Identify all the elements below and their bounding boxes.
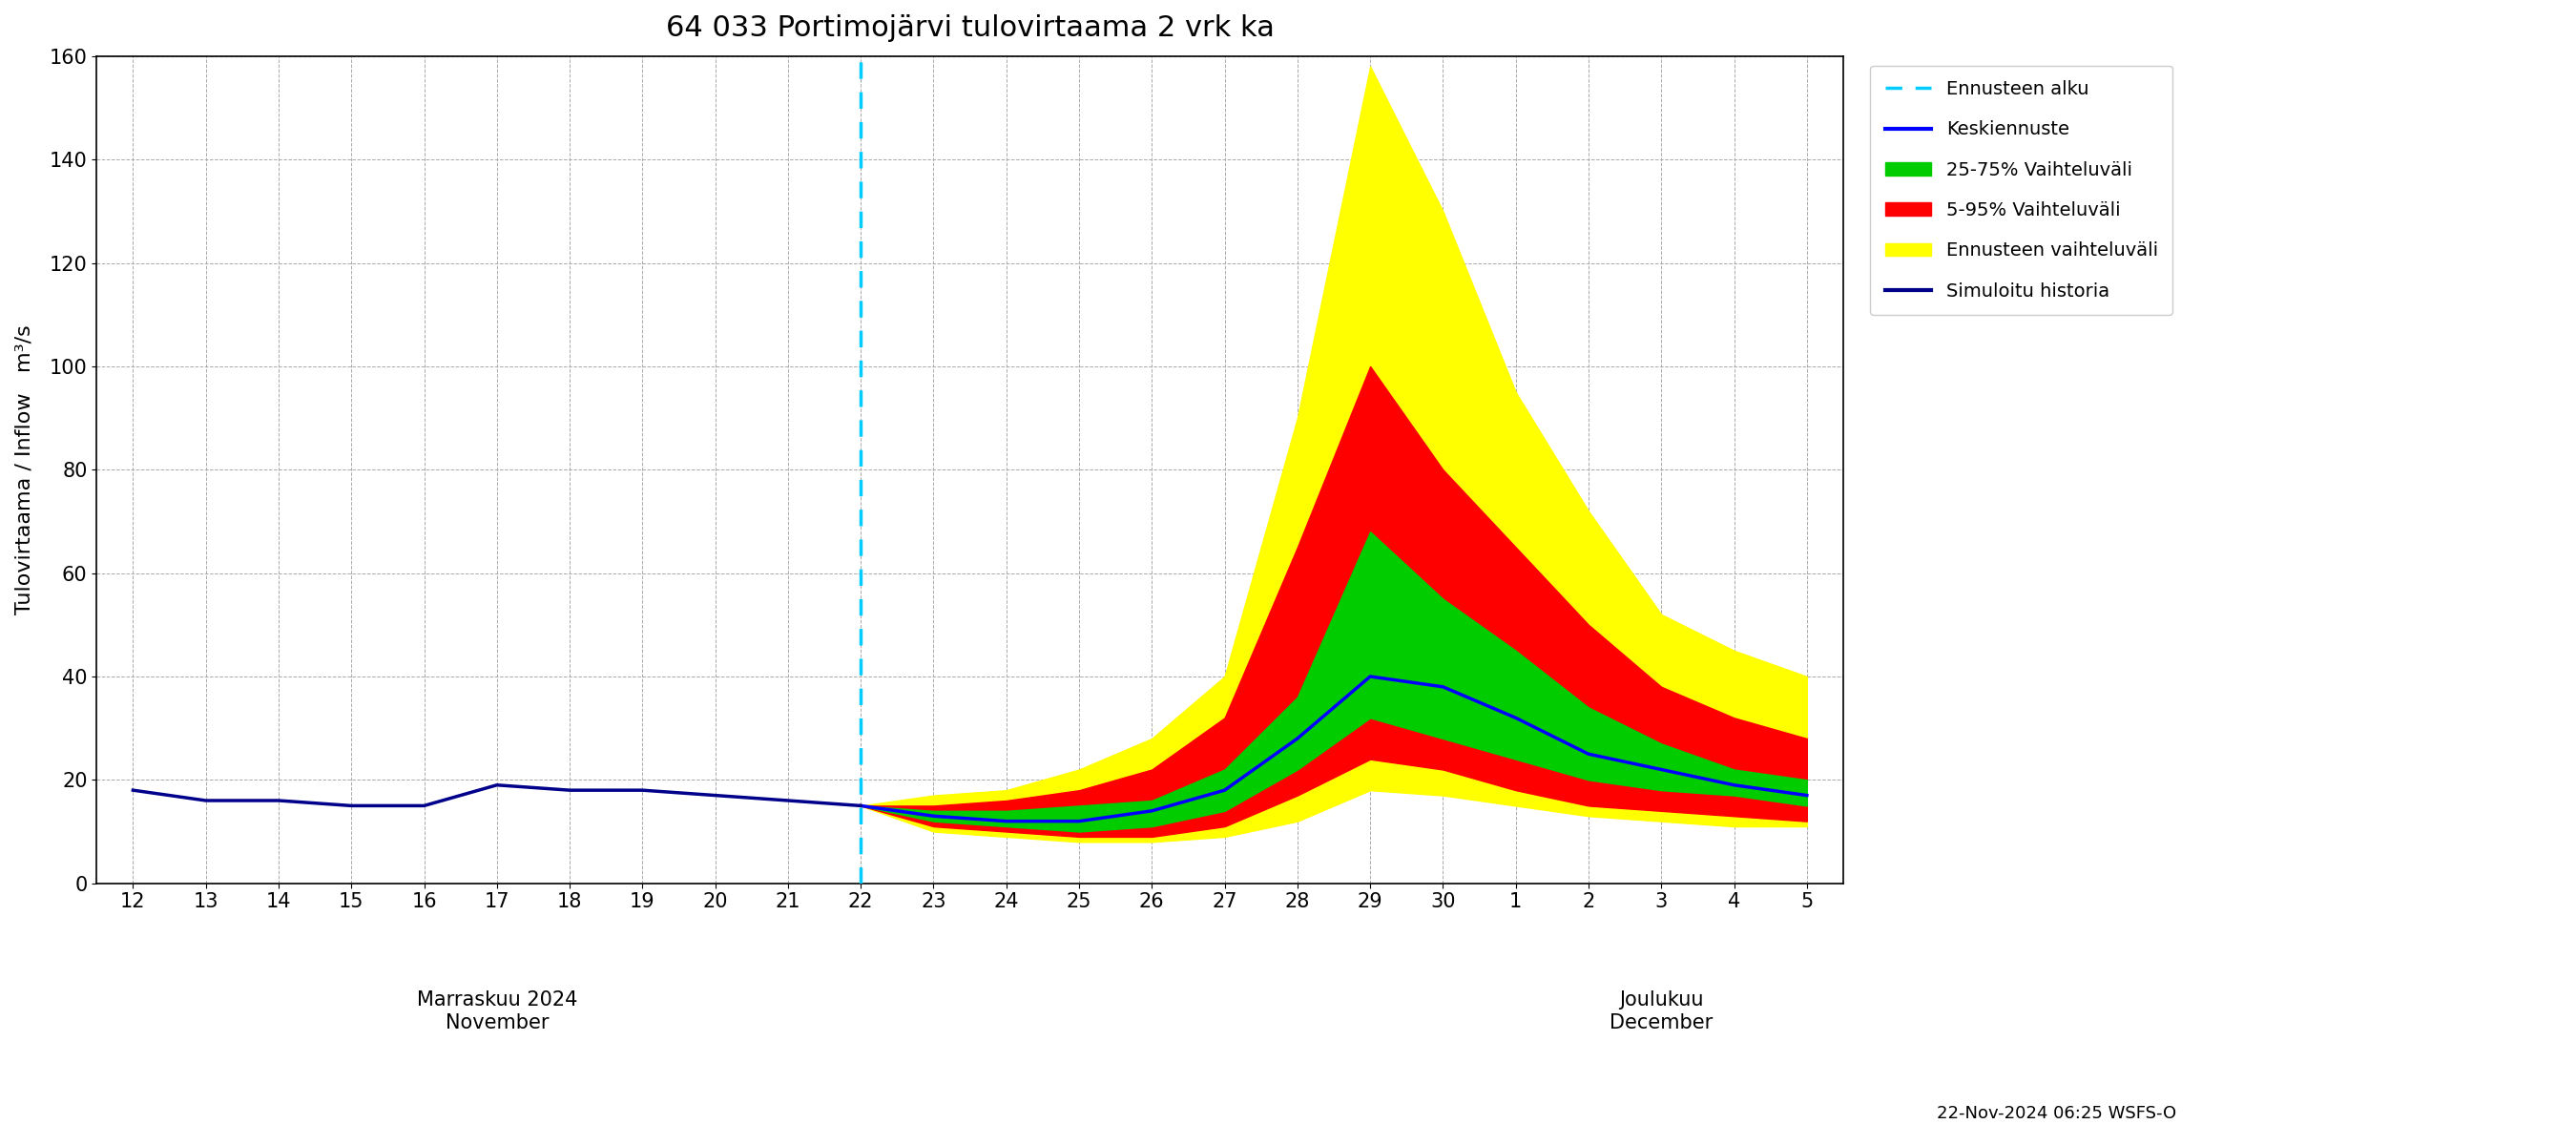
Text: Joulukuu
December: Joulukuu December bbox=[1610, 990, 1713, 1032]
Y-axis label: Tulovirtaama / Inflow   m³/s: Tulovirtaama / Inflow m³/s bbox=[15, 325, 33, 615]
Title: 64 033 Portimojärvi tulovirtaama 2 vrk ka: 64 033 Portimojärvi tulovirtaama 2 vrk k… bbox=[665, 14, 1275, 42]
Text: 22-Nov-2024 06:25 WSFS-O: 22-Nov-2024 06:25 WSFS-O bbox=[1937, 1105, 2177, 1122]
Text: Marraskuu 2024
November: Marraskuu 2024 November bbox=[417, 990, 577, 1032]
Legend: Ennusteen alku, Keskiennuste, 25-75% Vaihteluväli, 5-95% Vaihteluväli, Ennusteen: Ennusteen alku, Keskiennuste, 25-75% Vai… bbox=[1870, 65, 2172, 315]
